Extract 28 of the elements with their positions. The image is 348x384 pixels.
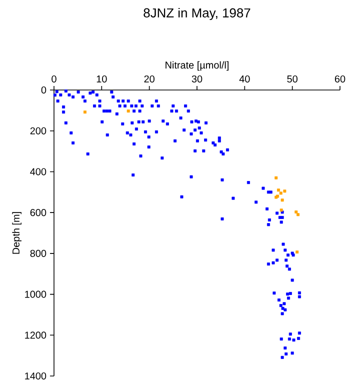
point bbox=[279, 192, 282, 195]
y-tick-label: 600 bbox=[30, 209, 46, 216]
point bbox=[277, 188, 280, 192]
x-axis-title: Nitrate [µmol/l] bbox=[166, 61, 228, 71]
x-tick-label: 10 bbox=[96, 75, 107, 82]
point bbox=[126, 110, 130, 113]
x-tick-label: 20 bbox=[144, 75, 154, 82]
point bbox=[274, 176, 278, 180]
y-axis-title: Depth [m] bbox=[12, 212, 22, 254]
y-tick-label: 1400 bbox=[25, 372, 46, 380]
y-tick-label: 200 bbox=[30, 127, 46, 134]
x-tick-label: 30 bbox=[192, 75, 202, 82]
point bbox=[280, 198, 284, 202]
point bbox=[294, 210, 298, 214]
y-tick-label: 0 bbox=[41, 86, 46, 94]
x-tick-label: 50 bbox=[287, 75, 298, 82]
x-tick-label: 40 bbox=[239, 75, 250, 82]
y-tick-label: 1200 bbox=[25, 332, 46, 339]
y-tick-label: 1000 bbox=[25, 290, 46, 298]
point bbox=[296, 213, 300, 216]
point bbox=[283, 190, 286, 193]
y-tick-label: 800 bbox=[30, 250, 46, 257]
point bbox=[296, 250, 299, 254]
x-tick-label: 0 bbox=[52, 75, 56, 82]
point bbox=[83, 110, 86, 114]
x-tick-label: 60 bbox=[334, 75, 346, 82]
chart-title: 8JNZ in May, 1987 bbox=[144, 8, 250, 20]
y-tick-label: 400 bbox=[30, 168, 46, 176]
